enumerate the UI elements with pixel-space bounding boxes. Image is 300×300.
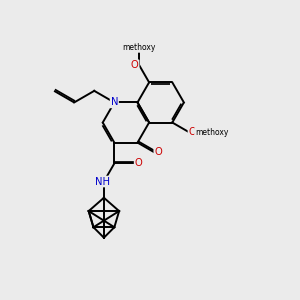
Text: NH: NH xyxy=(95,176,110,187)
Text: N: N xyxy=(111,98,118,107)
Text: O: O xyxy=(188,128,196,137)
Text: O: O xyxy=(131,60,139,70)
Text: O: O xyxy=(135,158,142,169)
Text: methoxy: methoxy xyxy=(123,43,156,52)
Text: O: O xyxy=(154,148,162,158)
Text: methoxy: methoxy xyxy=(195,128,228,137)
